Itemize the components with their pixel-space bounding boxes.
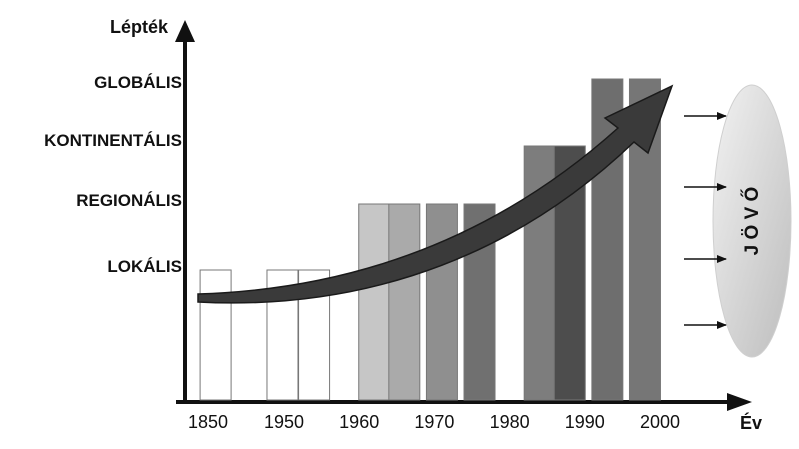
y-axis-title: Lépték [110,17,169,37]
bar: Eutrofizálódás [358,203,391,401]
scale-level-labels: LOKÁLIS REGIONÁLIS KONTINENTÁLIS GLOBÁLIS [44,73,182,276]
scale-level-label: GLOBÁLIS [94,73,182,92]
bar: Toxikus szennyezők [388,203,421,401]
axes: Lépték Év [110,17,762,433]
x-tick-label: 1850 [188,412,228,432]
future-group: J Ö V Ő [684,84,792,358]
x-axis-title: Év [740,412,762,433]
bar-rect [358,203,391,401]
bar: Járványok [199,269,232,401]
x-tick-labels: 1850 1950 1960 1970 1980 1990 2000 [188,412,680,432]
bar: Nitrátosodás [425,203,458,401]
x-axis-arrowhead [727,393,752,411]
x-tick-label: 1970 [414,412,454,432]
trend-arrow [197,84,674,304]
bar-rect [199,269,232,401]
x-tick-label: 1980 [490,412,530,432]
future-label: J Ö V Ő [741,187,763,256]
future-arrows [684,112,727,329]
y-axis-arrowhead [175,20,195,42]
x-tick-label: 2000 [640,412,680,432]
scale-level-label: LOKÁLIS [107,257,182,276]
x-tick-label: 1960 [339,412,379,432]
bar-rect [388,203,421,401]
future-oval [712,84,792,358]
scale-level-label: KONTINENTÁLIS [44,131,182,150]
scale-level-label: REGIONÁLIS [76,191,182,210]
x-tick-label: 1950 [264,412,304,432]
x-tick-label: 1990 [565,412,605,432]
bar-rect [425,203,458,401]
bars: JárványokO₂ háztartásHőszennyezésEutrofi… [199,78,661,401]
